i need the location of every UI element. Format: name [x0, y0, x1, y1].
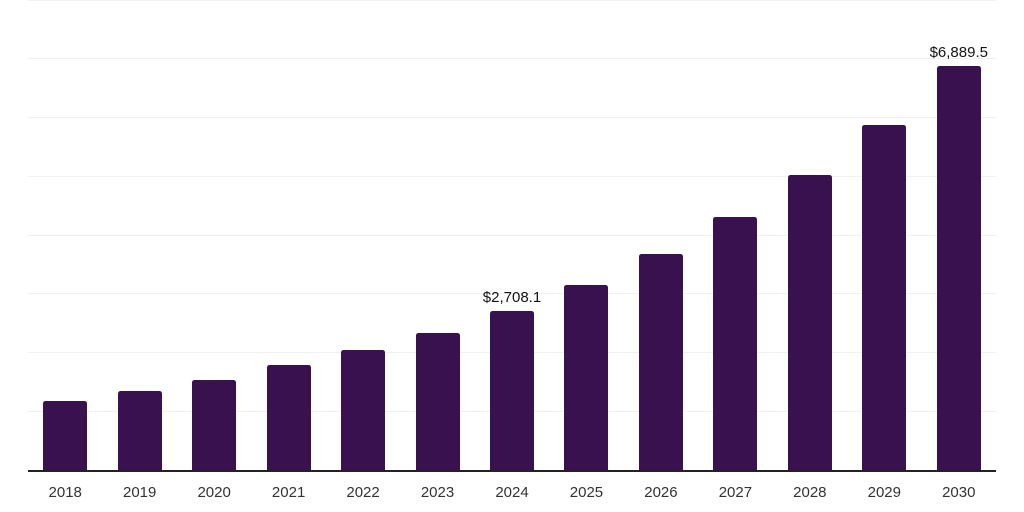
- gridline-6000: [28, 117, 996, 118]
- x-tick-label-2021: 2021: [271, 484, 306, 501]
- bar-2021: [266, 365, 311, 471]
- gridline-3000: [28, 293, 996, 295]
- x-tick-label-2022: 2022: [346, 484, 380, 501]
- bar-2022: [341, 349, 386, 471]
- bar-2029: [862, 125, 907, 471]
- bar-2027: [713, 217, 758, 471]
- bar-2025: [564, 284, 609, 471]
- x-tick-label-2020: 2020: [197, 484, 231, 501]
- bar-2024: [490, 311, 534, 471]
- x-tick-label-2028: 2028: [793, 484, 827, 501]
- gridline-8000: [28, 0, 996, 1]
- x-tick-label-2018: 2018: [48, 484, 82, 501]
- bar-2023: [415, 333, 460, 471]
- x-tick-label-2024: 2024: [495, 484, 529, 501]
- bar-2028: [787, 175, 832, 471]
- x-tick-label-2027: 2027: [718, 484, 753, 501]
- bar-2030: [936, 65, 981, 471]
- x-tick-label-2029: 2029: [867, 484, 901, 501]
- gridline-5000: [28, 175, 996, 177]
- gridline-4000: [28, 234, 996, 236]
- x-tick-label-2025: 2025: [569, 484, 604, 501]
- bar-2019: [117, 390, 162, 471]
- data-label-2024: $2,708.1: [482, 289, 542, 307]
- x-tick-label-2019: 2019: [123, 484, 157, 501]
- x-tick-label-2023: 2023: [420, 484, 455, 501]
- bar-2026: [638, 254, 683, 471]
- x-axis-line: [28, 470, 996, 472]
- bar-2018: [43, 401, 88, 471]
- data-label-2030: $6,889.5: [929, 43, 988, 61]
- x-tick-label-2030: 2030: [942, 484, 976, 501]
- gridline-7000: [28, 58, 996, 60]
- plot-area: 2018 2019 2020 2021 2022 2023 $2,708.1 2024 2025…: [28, 0, 996, 512]
- bar-2020: [192, 379, 237, 471]
- x-tick-label-2026: 2026: [644, 484, 678, 501]
